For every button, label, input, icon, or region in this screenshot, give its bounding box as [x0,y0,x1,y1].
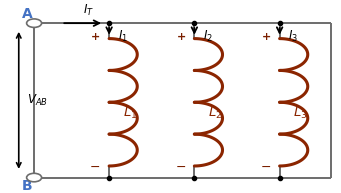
Text: +: + [91,32,101,42]
Text: $L_1$: $L_1$ [123,106,137,121]
Text: $I_1$: $I_1$ [118,29,128,44]
Text: +: + [177,32,186,42]
Text: $L_3$: $L_3$ [293,106,308,121]
Text: −: − [261,161,271,174]
Text: $L_2$: $L_2$ [208,106,222,121]
Circle shape [27,19,42,27]
Text: B: B [22,179,32,193]
Text: +: + [262,32,271,42]
Text: −: − [175,161,186,174]
Text: $I_T$: $I_T$ [83,3,94,18]
Text: −: − [90,161,101,174]
Circle shape [27,173,42,182]
Text: A: A [21,7,32,21]
Text: $I_3$: $I_3$ [288,29,298,44]
Text: $I_2$: $I_2$ [203,29,213,44]
Text: $V_{AB}$: $V_{AB}$ [27,93,48,108]
